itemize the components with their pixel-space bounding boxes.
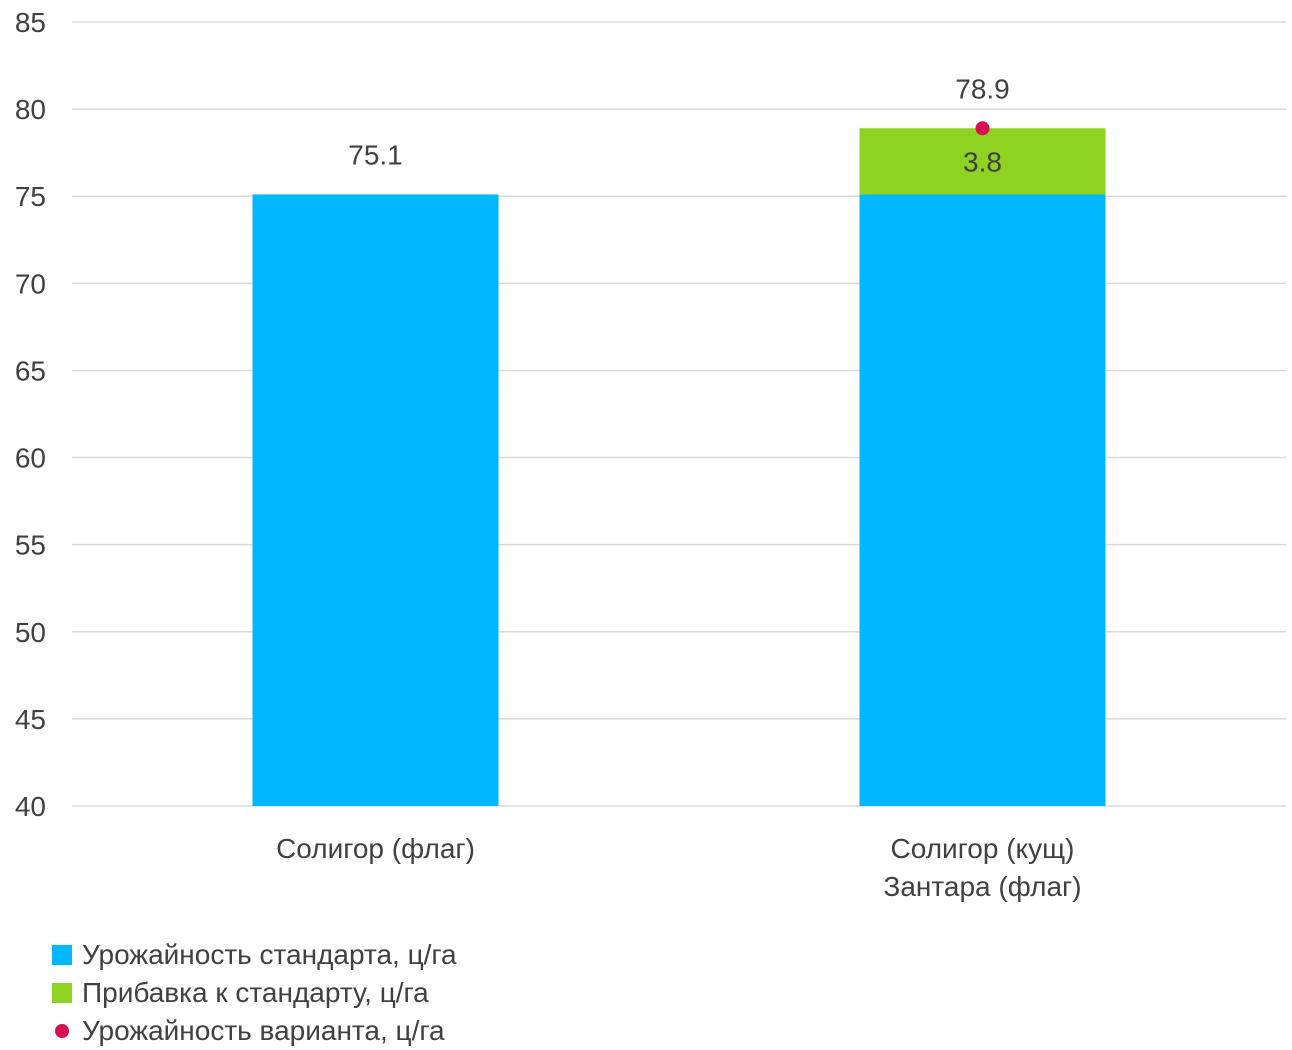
y-tick-label-55: 55	[15, 530, 46, 561]
bar-standard-1	[859, 194, 1106, 807]
legend-marker-variant	[55, 1024, 69, 1038]
y-tick-label-85: 85	[15, 7, 46, 38]
point-variant-1	[975, 121, 990, 136]
x-tick-label-1-1: Зантара (флаг)	[883, 871, 1081, 902]
legend-item-variant: Урожайность варианта, ц/га	[52, 1012, 457, 1050]
legend-item-standard: Урожайность стандарта, ц/га	[52, 936, 457, 974]
x-tick-label-1-0: Солигор (кущ)	[891, 833, 1075, 864]
legend-label-variant: Урожайность варианта, ц/га	[82, 1015, 445, 1046]
legend-label-standard: Урожайность стандарта, ц/га	[82, 939, 457, 970]
data-label-variant-1: 78.9	[955, 73, 1010, 104]
data-label-increase-1: 3.8	[963, 146, 1002, 177]
y-tick-label-40: 40	[15, 791, 46, 822]
y-tick-label-50: 50	[15, 617, 46, 648]
legend-item-increase: Прибавка к стандарту, ц/га	[52, 974, 457, 1012]
chart: 40 45 50 55 60 65 70 75 80 85 75.1 Солигор (флаг) 3.…	[15, 7, 1286, 902]
y-tick-label-75: 75	[15, 181, 46, 212]
legend-label-increase: Прибавка к стандарту, ц/га	[82, 977, 429, 1008]
y-tick-label-80: 80	[15, 94, 46, 125]
y-tick-label-45: 45	[15, 704, 46, 735]
y-tick-label-60: 60	[15, 443, 46, 474]
data-label-variant-0: 75.1	[348, 139, 403, 170]
legend: Урожайность стандарта, ц/га Прибавка к с…	[52, 936, 457, 1050]
y-tick-label-70: 70	[15, 268, 46, 299]
legend-swatch-increase	[52, 983, 72, 1003]
x-tick-label-0-0: Солигор (флаг)	[276, 833, 475, 864]
y-tick-label-65: 65	[15, 355, 46, 386]
bar-standard-0	[252, 194, 499, 807]
legend-swatch-standard	[52, 945, 72, 965]
bar-increase-1	[859, 128, 1106, 195]
